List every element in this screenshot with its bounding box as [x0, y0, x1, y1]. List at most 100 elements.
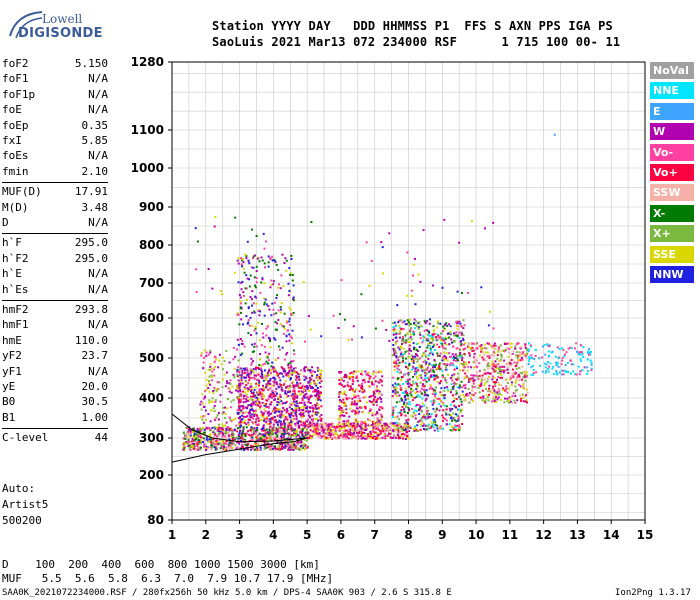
- echo-point: [586, 352, 589, 354]
- echo-point: [412, 355, 414, 358]
- echo-point: [314, 418, 317, 421]
- echo-point: [288, 448, 291, 451]
- echo-point: [292, 299, 295, 302]
- echo-point: [293, 384, 296, 387]
- echo-point: [506, 347, 509, 349]
- echo-point: [279, 398, 281, 401]
- echo-point: [250, 397, 253, 400]
- echo-point: [438, 403, 441, 405]
- echo-point: [475, 342, 478, 345]
- echo-point: [500, 355, 503, 358]
- echo-point: [356, 402, 358, 405]
- echo-point: [345, 408, 348, 411]
- echo-point: [402, 357, 405, 360]
- echo-point: [269, 340, 271, 342]
- echo-point: [241, 352, 244, 355]
- legend-item-noval: NoVal: [650, 62, 694, 79]
- echo-point: [394, 341, 397, 344]
- echo-point: [392, 406, 395, 409]
- echo-point: [272, 416, 275, 419]
- echo-point: [287, 440, 290, 443]
- echo-point: [294, 366, 297, 369]
- echo-point: [574, 373, 577, 376]
- echo-point: [247, 418, 250, 421]
- echo-point: [304, 376, 307, 379]
- echo-point: [283, 424, 286, 427]
- echo-point: [443, 386, 446, 389]
- echo-point: [483, 400, 486, 403]
- echo-point: [242, 437, 245, 440]
- echo-point: [340, 428, 343, 431]
- echo-point: [374, 425, 377, 428]
- echo-point: [300, 439, 303, 442]
- echo-point: [503, 401, 506, 404]
- echo-point: [280, 446, 283, 449]
- echo-point: [280, 385, 283, 388]
- echo-point: [420, 365, 423, 368]
- echo-point: [297, 385, 300, 388]
- echo-point: [305, 385, 308, 388]
- echo-point: [504, 379, 507, 382]
- echo-point: [250, 436, 253, 439]
- echo-point: [246, 415, 249, 418]
- y-tick-label: 800: [139, 238, 164, 252]
- echo-point: [199, 429, 202, 432]
- echo-point: [426, 394, 428, 396]
- echo-point: [377, 419, 380, 422]
- echo-point: [416, 358, 419, 361]
- echo-point: [463, 377, 466, 380]
- echo-point: [411, 368, 414, 371]
- echo-point: [352, 380, 355, 383]
- param-row: hmF2 293.8: [2, 303, 108, 318]
- echo-point: [200, 441, 202, 444]
- echo-point: [352, 424, 355, 427]
- echo-point: [353, 403, 356, 406]
- echo-point: [476, 375, 479, 378]
- echo-point: [196, 443, 199, 446]
- echo-point: [497, 396, 500, 399]
- echo-point: [450, 416, 453, 419]
- x-tick-label: 2: [202, 528, 210, 542]
- echo-point: [375, 371, 378, 374]
- echo-point: [422, 339, 425, 342]
- echo-point: [263, 247, 266, 250]
- echo-point: [229, 441, 232, 444]
- echo-point: [196, 240, 199, 243]
- echo-point: [265, 327, 268, 330]
- echo-point: [198, 439, 201, 442]
- echo-point: [515, 367, 518, 370]
- echo-point: [195, 433, 198, 436]
- echo-point: [519, 394, 522, 397]
- echo-point: [402, 432, 405, 435]
- echo-point: [411, 295, 414, 298]
- echo-point: [259, 291, 262, 294]
- echo-point: [340, 391, 343, 394]
- echo-point: [305, 392, 308, 395]
- echo-point: [557, 362, 560, 365]
- echo-point: [240, 446, 243, 449]
- echo-point: [317, 406, 320, 409]
- echo-point: [422, 415, 425, 418]
- echo-point: [294, 384, 297, 387]
- echo-point: [225, 440, 228, 443]
- echo-point: [304, 366, 307, 369]
- echo-point: [260, 369, 263, 372]
- echo-point: [436, 352, 439, 355]
- echo-point: [282, 402, 285, 405]
- echo-point: [279, 413, 282, 416]
- echo-point: [270, 435, 273, 438]
- param-row: B1 1.00: [2, 411, 108, 426]
- echo-point: [352, 372, 355, 375]
- echo-point: [372, 426, 375, 429]
- echo-point: [279, 287, 282, 290]
- echo-point: [587, 370, 589, 373]
- echo-point: [487, 362, 490, 365]
- echo-point: [270, 283, 273, 286]
- echo-point: [415, 372, 418, 375]
- echo-point: [299, 436, 302, 439]
- echo-point: [217, 423, 220, 426]
- param-value: N/A: [88, 267, 108, 281]
- echo-point: [250, 448, 253, 451]
- echo-point: [273, 393, 276, 396]
- echo-point: [395, 325, 397, 328]
